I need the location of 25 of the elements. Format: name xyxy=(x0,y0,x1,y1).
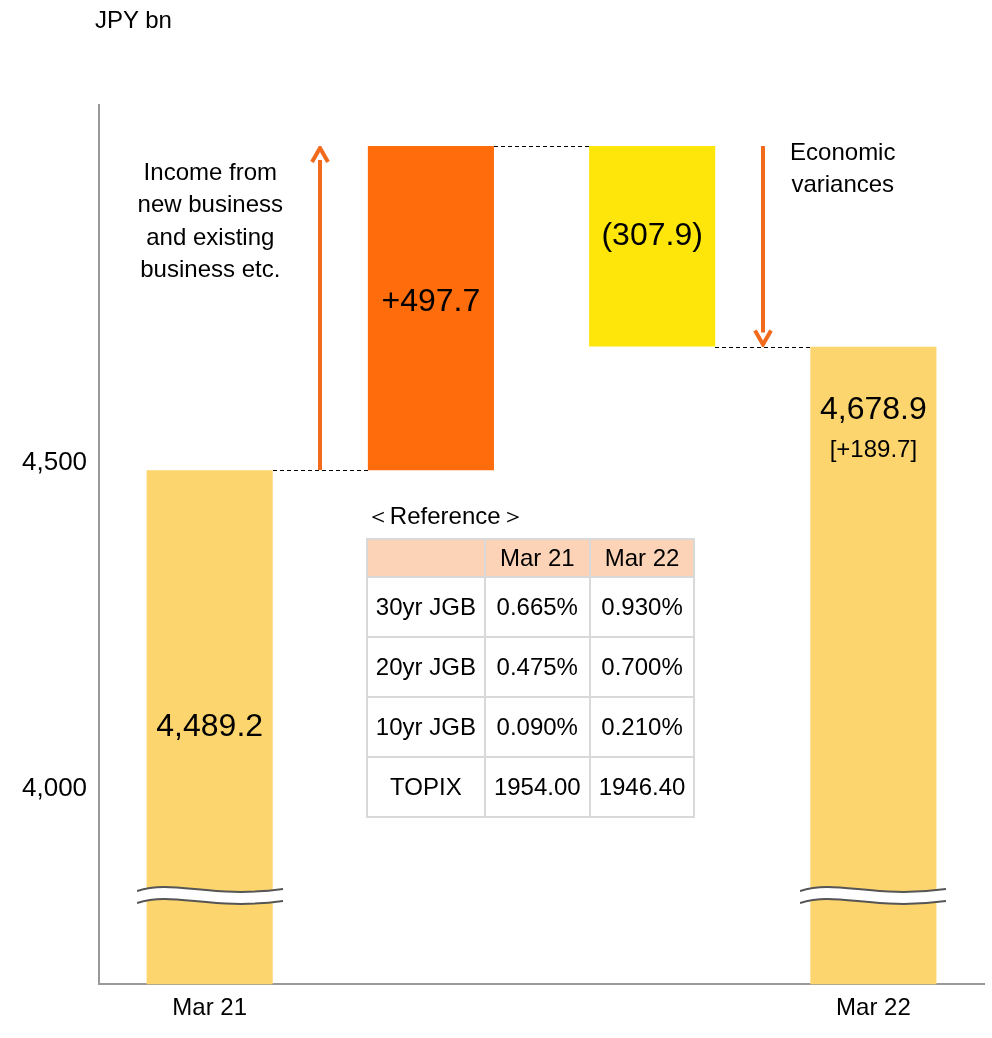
annotation: TOPIX xyxy=(366,757,485,818)
annotation: 30yr JGB xyxy=(366,577,485,638)
data-label: 4,678.9 xyxy=(820,390,927,427)
annotation: 0.700% xyxy=(589,637,695,698)
annotation: 0.930% xyxy=(589,577,695,638)
y-tick-label: 4,000 xyxy=(21,771,88,802)
annotation: 20yr JGB xyxy=(366,637,485,698)
y-tick-label: 4,500 xyxy=(21,446,88,477)
annotation: 1946.40 xyxy=(589,757,695,818)
annotation: Income from new business and existing business etc. xyxy=(136,157,284,285)
annotation: Mar 21 xyxy=(484,539,590,578)
annotation: 10yr JGB xyxy=(366,697,485,758)
annotation: 1954.00 xyxy=(484,757,590,818)
annotation: ＜Reference＞ xyxy=(365,501,526,532)
annotation: 0.210% xyxy=(589,697,695,758)
annotation: 0.665% xyxy=(484,577,590,638)
annotation: Mar 22 xyxy=(589,539,695,578)
annotation: Economic variances xyxy=(789,137,897,200)
annotation: 0.090% xyxy=(484,697,590,758)
annotation: 0.475% xyxy=(484,637,590,698)
annotation: [+189.7] xyxy=(829,435,918,463)
y-axis-title: JPY bn xyxy=(95,6,172,34)
data-label: +497.7 xyxy=(381,281,481,318)
data-label: 4,489.2 xyxy=(156,707,264,744)
data-label: (307.9) xyxy=(601,216,703,253)
